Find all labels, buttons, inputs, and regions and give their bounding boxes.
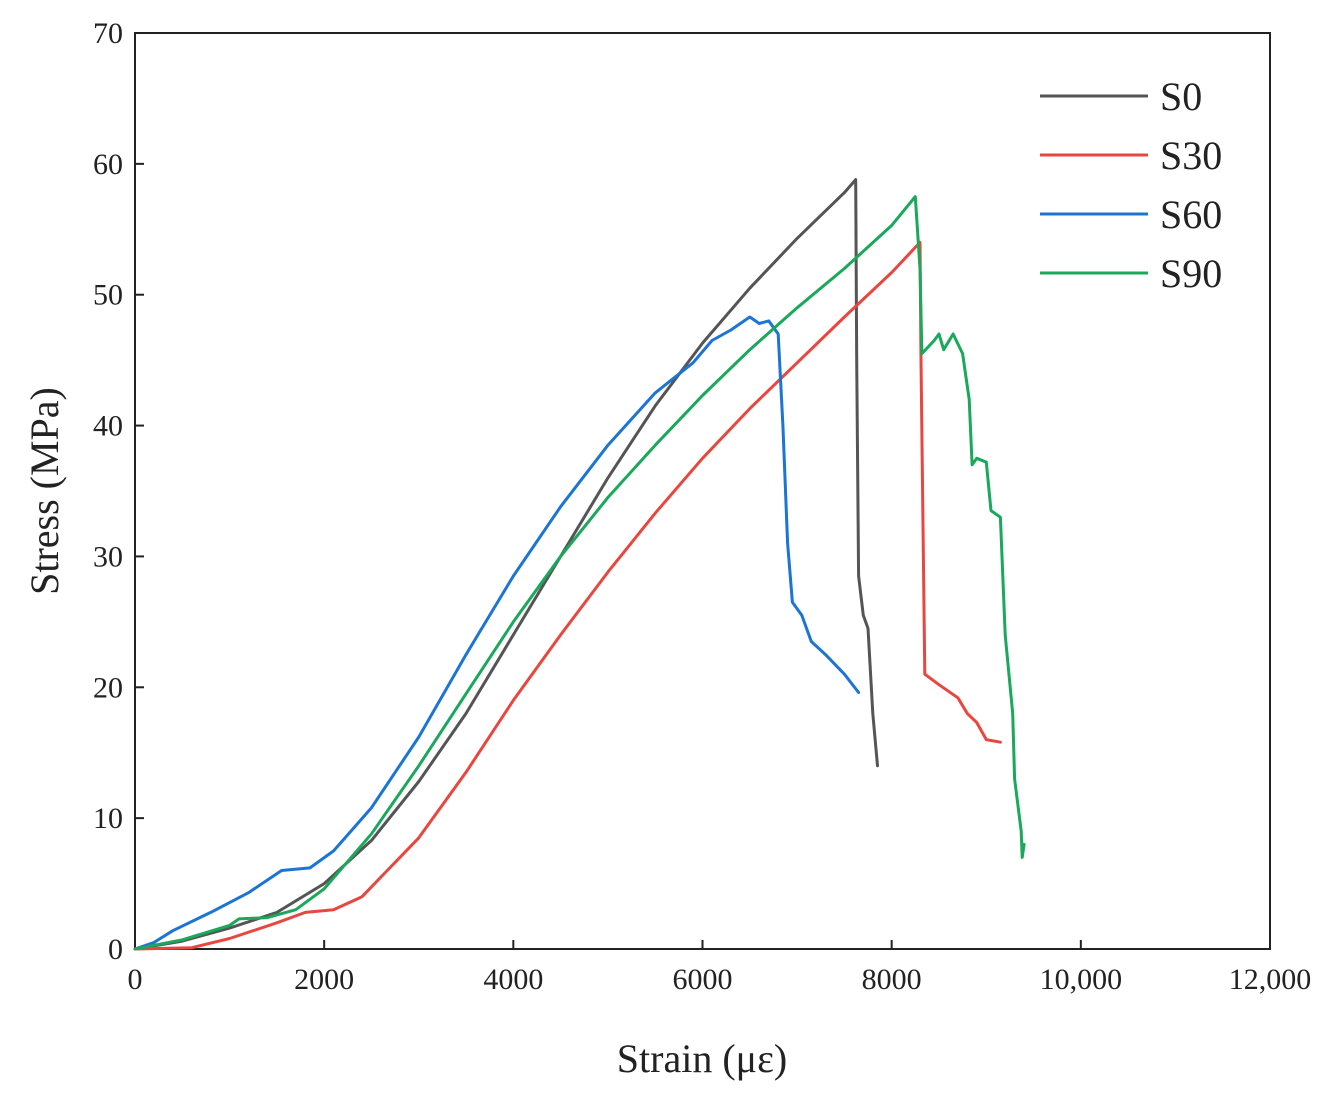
x-tick-label: 2000 [294, 963, 354, 996]
y-tick-label: 50 [93, 279, 123, 312]
x-tick-label: 8000 [862, 963, 922, 996]
y-tick-label: 0 [108, 933, 123, 966]
legend-label-s60: S60 [1160, 192, 1222, 237]
legend-label-s0: S0 [1160, 74, 1202, 119]
x-axis-title: Strain (με) [617, 1036, 787, 1081]
y-tick-label: 10 [93, 802, 123, 835]
y-tick-label: 40 [93, 410, 123, 443]
y-tick-label: 20 [93, 671, 123, 704]
x-tick-label: 4000 [483, 963, 543, 996]
x-tick-label: 6000 [673, 963, 733, 996]
legend-label-s30: S30 [1160, 133, 1222, 178]
y-tick-label: 30 [93, 540, 123, 573]
y-axis-title: Stress (MPa) [22, 387, 67, 595]
x-axis-ticks: 0 2000 4000 6000 8000 10,000 12,000 [128, 940, 1312, 996]
y-axis-ticks: 0 10 20 30 40 50 60 70 [93, 17, 144, 966]
legend-label-s90: S90 [1160, 251, 1222, 296]
plot-frame [134, 32, 1271, 950]
y-tick-label: 60 [93, 148, 123, 181]
series-line-s0 [133, 178, 879, 951]
series-lines [133, 178, 1026, 951]
legend: S0 S30 S60 S90 [1040, 74, 1222, 296]
x-tick-label: 12,000 [1229, 963, 1312, 996]
series-line-s60 [133, 315, 861, 951]
x-tick-label: 0 [128, 963, 143, 996]
series-line-s90 [133, 195, 1026, 951]
y-tick-label: 70 [93, 17, 123, 50]
x-tick-label: 10,000 [1040, 963, 1123, 996]
series-line-s30 [133, 240, 1002, 951]
